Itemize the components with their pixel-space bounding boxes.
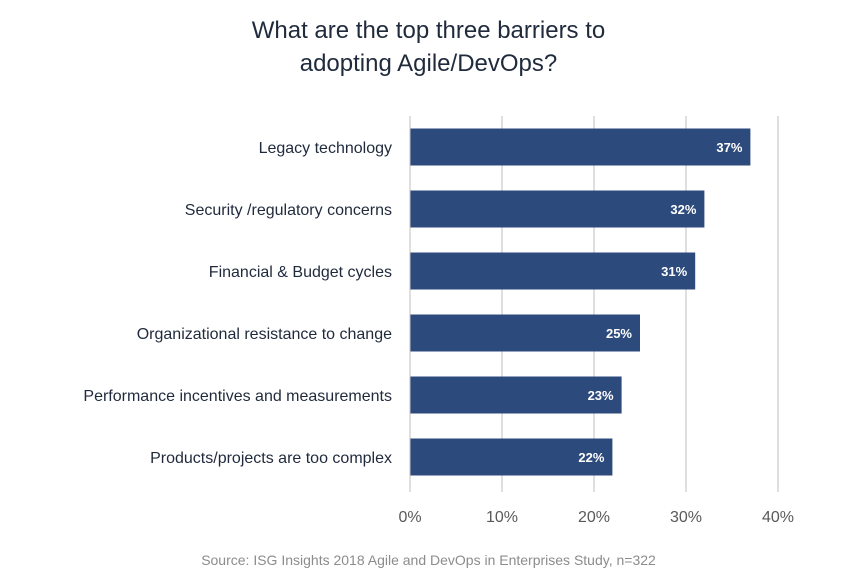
x-tick-label: 0%	[398, 509, 421, 526]
bar	[410, 190, 705, 228]
x-tick-label: 20%	[578, 509, 610, 526]
bar	[410, 128, 751, 166]
category-label: Products/projects are too complex	[150, 450, 392, 467]
bar-value-label: 37%	[716, 140, 742, 155]
category-label: Financial & Budget cycles	[209, 264, 392, 281]
chart-title: What are the top three barriers to adopt…	[0, 14, 857, 80]
bar	[410, 252, 696, 290]
chart-title-line-2: adopting Agile/DevOps?	[299, 50, 558, 77]
bar	[410, 376, 622, 414]
x-tick-label: 10%	[486, 509, 518, 526]
bar-value-label: 32%	[670, 202, 696, 217]
x-tick-label: 30%	[670, 509, 702, 526]
category-label: Legacy technology	[259, 140, 392, 157]
source-note: Source: ISG Insights 2018 Agile and DevO…	[201, 552, 656, 568]
x-tick-label: 40%	[762, 509, 794, 526]
bar-value-label: 23%	[588, 388, 614, 403]
bar	[410, 314, 640, 352]
category-label: Security /regulatory concerns	[185, 202, 392, 219]
category-label: Organizational resistance to change	[137, 326, 392, 343]
chart-title-line-1: What are the top three barriers to	[251, 17, 606, 44]
bar	[410, 438, 613, 476]
bar-value-label: 25%	[606, 326, 632, 341]
bar-value-label: 22%	[578, 450, 604, 465]
bar-value-label: 31%	[661, 264, 687, 279]
category-label: Performance incentives and measurements	[83, 388, 392, 405]
